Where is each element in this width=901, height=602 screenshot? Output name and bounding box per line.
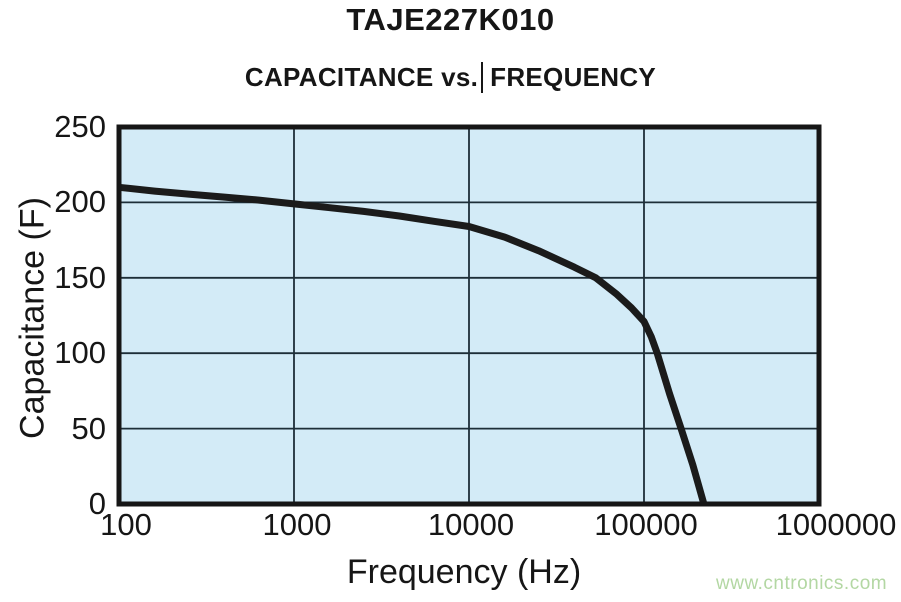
chart-subtitle: CAPACITANCE vs. FREQUENCY <box>0 61 901 93</box>
x-tick-label-100: 100 <box>100 507 152 542</box>
capacitance-curve <box>118 183 708 505</box>
y-tick-label-100: 100 <box>54 335 106 370</box>
chart-subtitle-left: CAPACITANCE vs. <box>244 62 479 92</box>
y-tick-label-250: 250 <box>54 109 106 144</box>
x-tick-label-100000: 100000 <box>594 507 698 542</box>
x-tick-label-10000: 10000 <box>427 507 515 542</box>
watermark: www.cntronics.com <box>716 573 888 594</box>
x-tick-label-1000: 1000 <box>262 507 332 542</box>
x-tick-label-1000000: 1000000 <box>775 507 897 542</box>
chart-subtitle-right: FREQUENCY <box>490 62 657 92</box>
y-tick-label-150: 150 <box>54 260 106 295</box>
chart-title: TAJE227K010 <box>346 2 555 37</box>
text-cursor-artifact <box>481 61 484 93</box>
plot-border <box>116 124 822 507</box>
x-axis-label: Frequency (Hz) <box>346 553 582 591</box>
y-tick-label-50: 50 <box>71 411 106 446</box>
y-axis-label: Capacitance (F) <box>13 197 52 439</box>
y-tick-label-200: 200 <box>54 184 106 219</box>
y-tick-label-0: 0 <box>88 486 106 521</box>
plot-svg <box>116 124 822 507</box>
